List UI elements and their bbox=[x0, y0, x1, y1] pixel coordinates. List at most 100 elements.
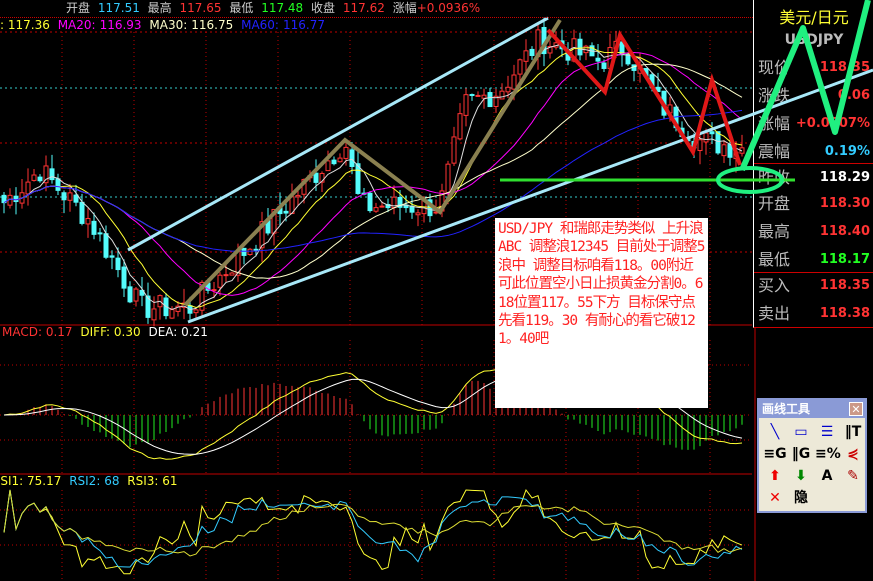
line-tool-icon[interactable]: ╲ bbox=[770, 424, 780, 440]
up-arrow-icon[interactable]: ⬆ bbox=[769, 468, 781, 484]
quote-value: 118.29 bbox=[819, 170, 870, 185]
candle-body bbox=[409, 205, 415, 213]
candle-body bbox=[529, 48, 535, 56]
macd-label: MACD: bbox=[2, 325, 43, 339]
close-label: 收盘 bbox=[311, 1, 336, 15]
text-tool-icon[interactable]: A bbox=[821, 468, 833, 484]
rsi12-line bbox=[3, 489, 743, 568]
ma-legend: : 117.36 MA20: 116.93 MA30: 116.75 MA60: 11… bbox=[0, 18, 329, 33]
low-label: 最低 bbox=[229, 1, 254, 15]
quote-value: 118.17 bbox=[819, 252, 870, 267]
ma20-label: MA20: bbox=[57, 18, 96, 32]
candle-body bbox=[349, 149, 355, 167]
candle-body bbox=[55, 178, 61, 191]
candle-body bbox=[703, 132, 709, 143]
delete-icon[interactable]: ✕ bbox=[769, 490, 781, 506]
annotation-text-box[interactable]: USD/JPY 和瑞郎走势类似 上升浪ABC 调整浪12345 目前处于调整5浪… bbox=[495, 218, 708, 408]
candle-body bbox=[625, 53, 631, 65]
candle-body bbox=[121, 266, 127, 289]
wave-12345-line bbox=[546, 28, 742, 166]
candle-body bbox=[103, 233, 109, 258]
candle-body bbox=[25, 181, 31, 195]
ma10-value: : 117.36 bbox=[0, 18, 50, 32]
candle-body bbox=[499, 90, 505, 100]
time-lines-icon[interactable]: ‖T bbox=[844, 424, 862, 440]
candle-body bbox=[115, 257, 121, 271]
quote-label: 卖出 bbox=[758, 304, 791, 323]
candle-body bbox=[79, 201, 85, 224]
rsi1-value: 75.17 bbox=[27, 474, 62, 488]
divider bbox=[754, 272, 873, 273]
candle-body bbox=[151, 308, 157, 321]
candle-body bbox=[547, 46, 553, 54]
candle-body bbox=[355, 163, 361, 194]
candle-body bbox=[127, 286, 133, 303]
ma30-value: 116.75 bbox=[191, 18, 234, 32]
quote-value: 118.38 bbox=[819, 306, 870, 321]
candle-body bbox=[223, 274, 229, 277]
candle-body bbox=[493, 95, 499, 107]
candle-body bbox=[73, 194, 79, 203]
down-arrow-icon[interactable]: ⬇ bbox=[795, 468, 807, 484]
candle-body bbox=[505, 86, 511, 93]
close-icon[interactable]: ✕ bbox=[849, 402, 863, 416]
candle-body bbox=[247, 248, 253, 256]
divider bbox=[754, 163, 873, 164]
candle-body bbox=[169, 309, 175, 319]
quote-label: 最高 bbox=[758, 222, 791, 241]
quote-value: 118.30 bbox=[819, 196, 870, 211]
rsi2-value: 68 bbox=[104, 474, 120, 488]
wave-abc-line bbox=[183, 18, 562, 307]
candle-body bbox=[523, 50, 529, 62]
candle-body bbox=[337, 157, 343, 163]
ohlc-bar: 开盘 117.51 最高 117.65 最低 117.48 收盘 117.62 … bbox=[0, 0, 753, 18]
dea-label: DEA: bbox=[148, 325, 178, 339]
channel-upper-line bbox=[127, 16, 549, 252]
drawing-tools-titlebar[interactable]: 画线工具 ✕ bbox=[759, 400, 865, 418]
candle-body bbox=[13, 195, 19, 203]
gann-horizontal-icon[interactable]: ≡G bbox=[763, 446, 787, 462]
candle-body bbox=[463, 94, 469, 116]
candle-body bbox=[319, 172, 325, 183]
ma60-value: 116.77 bbox=[282, 18, 325, 32]
close-value: 117.62 bbox=[342, 1, 385, 15]
ma60-line bbox=[3, 109, 743, 252]
candle-body bbox=[97, 232, 103, 235]
rsi24-line bbox=[3, 489, 743, 557]
quote-row: 买入 118.35 bbox=[756, 274, 870, 298]
candle-body bbox=[367, 192, 373, 212]
dea-value: 0.21 bbox=[181, 325, 208, 339]
candle-body bbox=[379, 205, 385, 208]
rsi-legend: RSI1: 75.17 RSI2: 68 RSI3: 61 bbox=[0, 474, 182, 488]
candle-body bbox=[709, 131, 715, 135]
candle-body bbox=[217, 274, 223, 288]
candle-body bbox=[469, 94, 475, 97]
candle-body bbox=[31, 174, 37, 181]
percent-lines-icon[interactable]: ≡% bbox=[815, 446, 841, 462]
quote-label: 买入 bbox=[758, 276, 791, 295]
rectangle-tool-icon[interactable]: ▭ bbox=[794, 424, 808, 440]
candle-body bbox=[325, 160, 331, 172]
candle-body bbox=[601, 62, 607, 69]
candle-body bbox=[385, 203, 391, 209]
candle-body bbox=[283, 210, 289, 214]
parallel-lines-icon[interactable]: ☰ bbox=[820, 424, 834, 440]
quote-row: 最高 118.40 bbox=[756, 220, 870, 244]
ma30-label: MA30: bbox=[149, 18, 188, 32]
quote-row: 开盘 118.30 bbox=[756, 192, 870, 216]
open-label: 开盘 bbox=[66, 1, 91, 15]
hide-icon[interactable]: 隐 bbox=[794, 490, 808, 506]
quote-label: 开盘 bbox=[758, 194, 791, 213]
drawing-tools-window[interactable]: 画线工具 ✕ ╲ ▭ ☰ ‖T ≡G ‖G ≡% ⋞ ⬆ ⬇ A ✎ ✕ 隐 bbox=[757, 398, 867, 513]
ma20-line bbox=[3, 52, 743, 296]
candle-body bbox=[475, 94, 481, 97]
gann-vertical-icon[interactable]: ‖G bbox=[791, 446, 811, 462]
eraser-icon[interactable]: ✎ bbox=[847, 468, 859, 484]
high-label: 最高 bbox=[147, 1, 172, 15]
candle-body bbox=[457, 113, 463, 140]
fan-lines-icon[interactable]: ⋞ bbox=[847, 446, 859, 462]
symbol-title: 美元/日元 bbox=[779, 8, 849, 27]
candle-body bbox=[481, 94, 487, 99]
candle-body bbox=[577, 38, 583, 56]
